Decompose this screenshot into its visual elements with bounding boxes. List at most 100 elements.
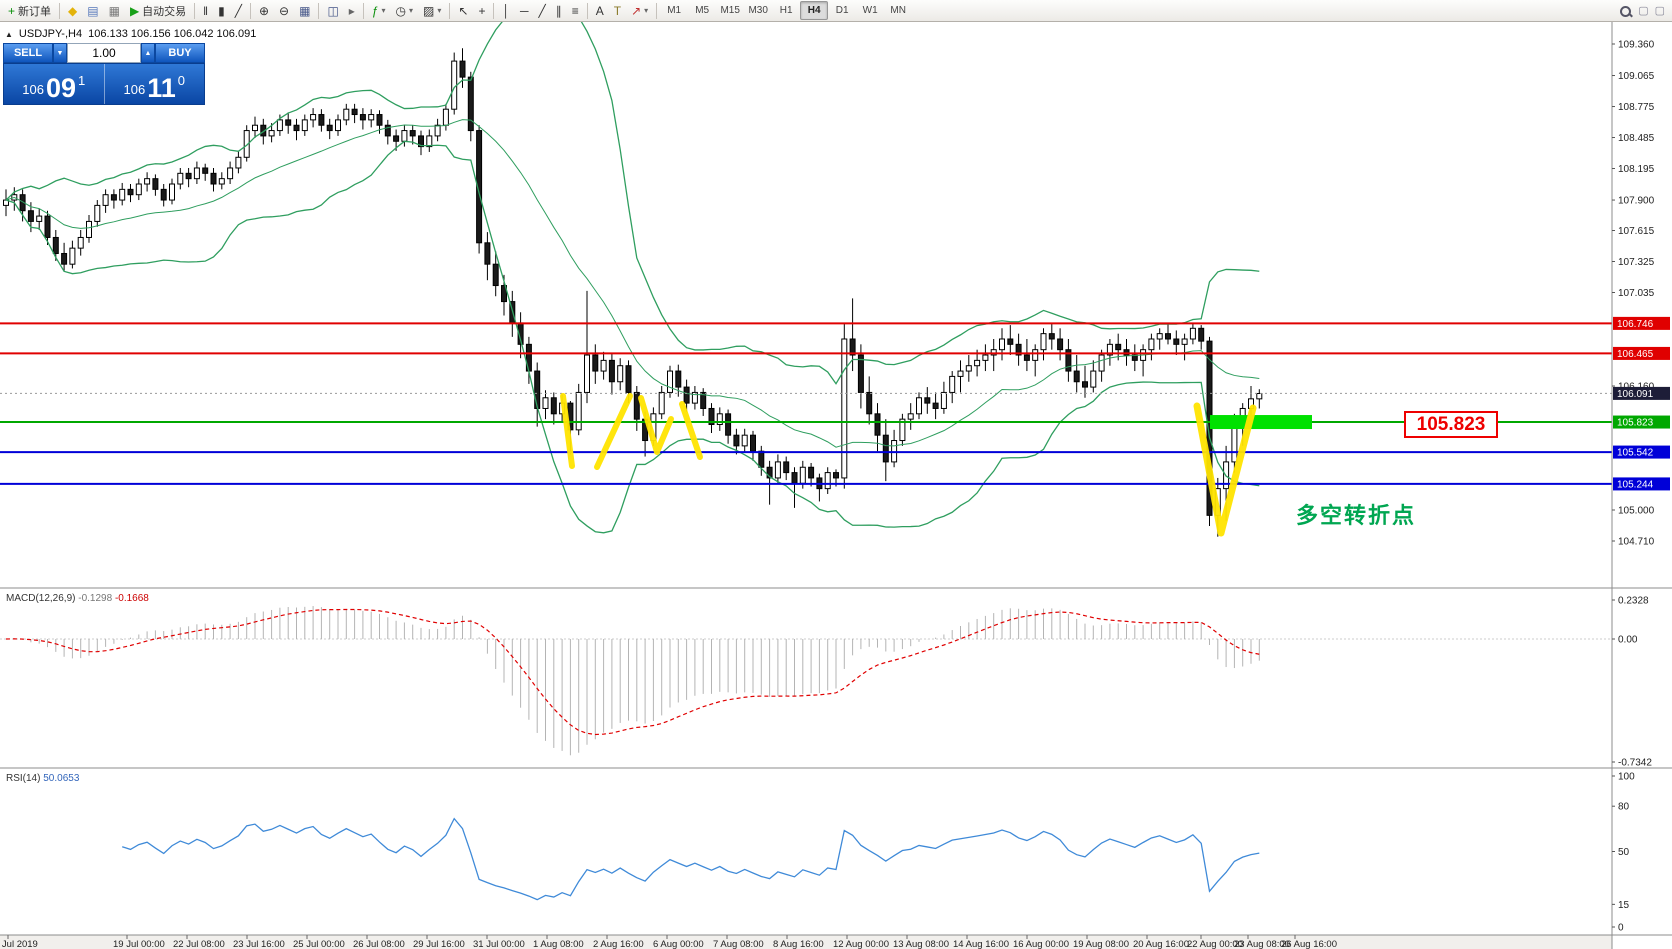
chevron-down-icon: ▾ <box>381 6 386 15</box>
arrange-windows-button[interactable]: ◫ <box>322 1 343 21</box>
price-badge-text: 106.746 <box>1617 319 1654 330</box>
candlestick <box>783 461 790 474</box>
line-chart-button[interactable]: ╱ <box>230 1 247 21</box>
yellow-annotation-4[interactable] <box>679 401 703 460</box>
timeframe-button-h4[interactable]: H4 <box>800 1 829 20</box>
arrows-button[interactable]: ↗ ▾ <box>626 1 653 21</box>
volume-up-stepper[interactable]: ▲ <box>141 43 155 63</box>
buy-button[interactable]: BUY <box>155 43 205 63</box>
candlestick <box>866 391 873 415</box>
toolbar-separator <box>493 2 495 19</box>
trendline-button[interactable]: ╱ <box>533 1 550 21</box>
candlestick <box>177 172 184 185</box>
candlestick <box>144 178 151 185</box>
time-label: 29 Jul 16:00 <box>413 939 465 949</box>
candlestick <box>940 391 947 409</box>
text-icon: A <box>595 3 604 18</box>
timeframe-button-m1[interactable]: M1 <box>667 5 682 16</box>
candlestick <box>1090 370 1097 388</box>
macd-scale-label: 0.00 <box>1618 635 1638 646</box>
price-badge-text: 106.091 <box>1617 389 1654 400</box>
search-icon[interactable] <box>1618 4 1632 18</box>
macd-label: MACD(12,26,9) -0.1298 -0.1668 <box>6 593 149 604</box>
candlestick <box>318 114 325 126</box>
sell-price[interactable]: 106 09 1 <box>4 64 104 104</box>
time-label: 2 Aug 16:00 <box>593 939 644 949</box>
time-label: 14 Aug 16:00 <box>953 939 1009 949</box>
crosshair-button[interactable]: + <box>473 1 490 21</box>
zoom-in-button[interactable]: ⊕ <box>254 1 274 21</box>
candlestick <box>584 354 590 393</box>
timeframe-button-m5[interactable]: M5 <box>695 5 710 16</box>
time-label: 1 Aug 08:00 <box>533 939 584 949</box>
zoom-out-button[interactable]: ⊖ <box>274 1 294 21</box>
tile-windows-button[interactable]: ▦ <box>294 1 315 21</box>
cursor-button[interactable]: ↖ <box>453 1 473 21</box>
candlestick-chart-button[interactable]: ▮ <box>213 1 230 21</box>
candlestick <box>77 236 84 249</box>
candlestick <box>36 215 43 222</box>
new-chart-button[interactable]: ◆ <box>63 1 82 21</box>
profiles-button[interactable]: ▤ <box>82 1 103 21</box>
volume-input[interactable] <box>67 43 141 63</box>
buy-price[interactable]: 106 11 0 <box>103 64 205 104</box>
yellow-annotation-5[interactable] <box>1193 402 1257 537</box>
bar-chart-button[interactable]: ‖ <box>198 1 213 21</box>
candlestick <box>1156 333 1163 340</box>
candlestick <box>442 108 449 126</box>
time-axis-background[interactable] <box>0 935 1612 949</box>
green-zone-rectangle[interactable] <box>1210 415 1312 430</box>
time-label: 22 Aug 00:00 <box>1187 939 1243 949</box>
fibonacci-icon: ≡ <box>571 3 579 18</box>
label-button[interactable]: T <box>609 1 626 21</box>
autotrading-button-label: 自动交易 <box>142 5 187 18</box>
candlestick <box>409 130 416 137</box>
sell-button[interactable]: SELL <box>3 43 53 63</box>
candlestick <box>1098 354 1105 372</box>
periods-button[interactable]: ◷ ▾ <box>391 1 419 21</box>
autotrading-button[interactable]: ▶ 自动交易 <box>125 1 191 21</box>
turning-point-label[interactable]: 多空转折点 <box>1296 503 1417 528</box>
candlestick <box>343 108 350 121</box>
candlestick <box>227 167 234 180</box>
timeframe-button-w1[interactable]: W1 <box>862 5 878 16</box>
time-label: 26 Jul 08:00 <box>353 939 405 949</box>
text-button[interactable]: A <box>591 1 609 21</box>
candlestick <box>882 434 889 463</box>
yellow-annotation-2[interactable] <box>594 393 633 470</box>
bollinger-lower-band <box>5 140 1260 534</box>
timeframe-button-h1[interactable]: H1 <box>779 5 793 16</box>
chart-shift-button[interactable]: ▸ <box>344 1 360 21</box>
candlestick <box>725 413 732 436</box>
candlestick <box>476 130 483 244</box>
volume-down-stepper[interactable]: ▼ <box>53 43 67 63</box>
timeframe-button-d1[interactable]: D1 <box>835 5 849 16</box>
window-icon[interactable]: ▢ <box>1638 5 1649 17</box>
price-badge-text: 105.823 <box>1617 418 1654 429</box>
price-callout-label[interactable]: 105.823 <box>1404 411 1498 438</box>
fibonacci-button[interactable]: ≡ <box>567 1 584 21</box>
candlestick <box>833 472 839 479</box>
yellow-annotation-3[interactable] <box>638 395 674 455</box>
arrow-icon: ↗ <box>631 3 642 18</box>
yellow-annotation-1[interactable] <box>560 393 575 469</box>
price-scale-label: 105.000 <box>1618 506 1655 517</box>
horizontal-line-button[interactable]: ─ <box>515 1 534 21</box>
candlestick <box>1148 338 1155 351</box>
price-badge-text: 105.542 <box>1617 448 1654 459</box>
chart-canvas[interactable]: 109.360 109.065 108.775 108.485 108.195 107.9… <box>0 22 1672 949</box>
timeframe-button-mn[interactable]: MN <box>890 5 906 16</box>
timeframe-button-m15[interactable]: M15 <box>720 5 740 16</box>
candlestick <box>932 402 939 409</box>
vertical-line-button[interactable]: │ <box>497 1 515 21</box>
candlestick <box>1198 327 1205 342</box>
price-scale-label: 104.710 <box>1618 537 1655 548</box>
window-icon-2[interactable]: ▢ <box>1654 5 1665 17</box>
timeframe-button-m30[interactable]: M30 <box>748 5 768 16</box>
channel-button[interactable]: ∥ <box>551 1 567 21</box>
data-window-button[interactable]: ▦ <box>104 1 125 21</box>
indicators-button[interactable]: ƒ ▾ <box>367 1 391 21</box>
new-order-button[interactable]: + 新订单 <box>3 1 56 21</box>
candlestick <box>310 114 317 121</box>
templates-button[interactable]: ▨ ▾ <box>418 1 446 21</box>
